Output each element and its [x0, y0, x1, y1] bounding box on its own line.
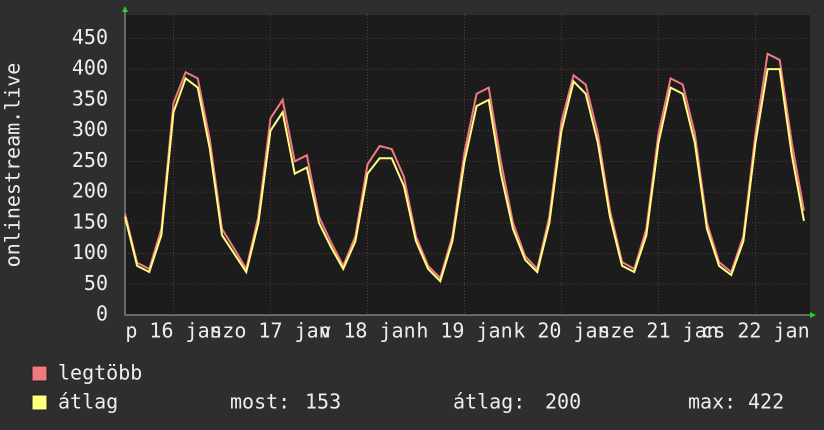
y-tick-label: 400 [72, 56, 108, 80]
x-tick-label: sze 21 jan [598, 319, 718, 343]
x-tick-label: v 18 jan [319, 319, 415, 343]
x-tick-label: cs 22 jan [701, 319, 809, 343]
stat-label: most: [230, 390, 290, 414]
y-tick-label: 0 [96, 302, 108, 326]
stat-value: 422 [748, 390, 784, 414]
stat-label: max: [688, 390, 736, 414]
x-tick-label: szo 17 jan [210, 319, 330, 343]
series-line [124, 52, 805, 281]
y-tick-label: 100 [72, 240, 108, 264]
y-tick-label: 250 [72, 148, 108, 172]
stat-value: 153 [305, 390, 341, 414]
y-tick-label: 50 [84, 271, 108, 295]
y-tick-label: 450 [72, 25, 108, 49]
legend-label: legtöbb [58, 361, 142, 385]
series-line [124, 68, 805, 284]
legend-swatch [31, 394, 48, 411]
x-tick-label: h 19 jan [416, 319, 512, 343]
y-tick-label: 350 [72, 86, 108, 110]
legend-swatch [31, 365, 48, 382]
stat-value: 200 [545, 390, 581, 414]
plot-area [125, 15, 810, 315]
x-arrow [810, 312, 816, 318]
x-tick-label: k 20 jan [513, 319, 609, 343]
y-tick-label: 200 [72, 179, 108, 203]
y-arrow [122, 6, 128, 12]
legend-label: átlag [58, 390, 118, 414]
x-tick-label: p 16 jan [125, 319, 221, 343]
stat-label: átlag: [453, 390, 525, 414]
y-axis-label: onlinestream.live [1, 63, 25, 268]
y-tick-label: 300 [72, 117, 108, 141]
y-tick-label: 150 [72, 209, 108, 233]
